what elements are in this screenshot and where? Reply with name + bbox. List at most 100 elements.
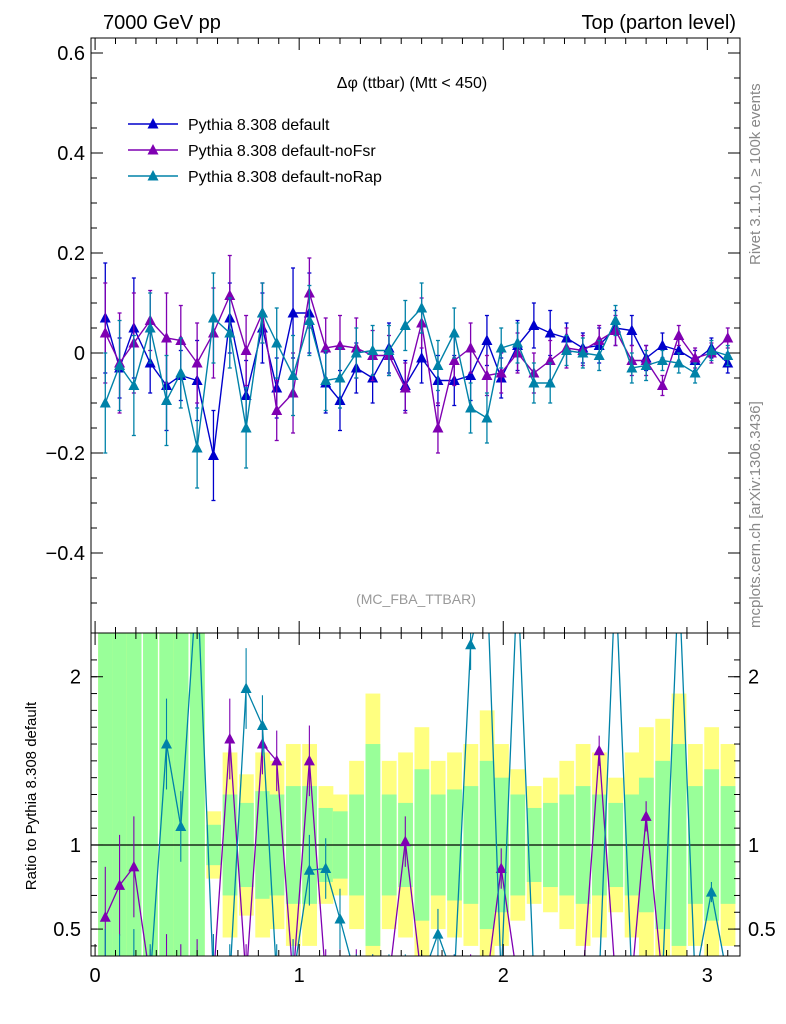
data-point: [320, 374, 332, 385]
ratio-point: [432, 928, 444, 939]
data-point: [271, 404, 283, 415]
ratio-point: [240, 682, 252, 694]
data-point: [656, 339, 668, 350]
ratio-y-tick-label-left: 0.5: [53, 919, 81, 941]
data-point: [673, 344, 685, 355]
data-point: [334, 372, 346, 383]
data-point: [320, 342, 332, 353]
series-line: [104, 312, 729, 456]
legend-marker: [147, 170, 159, 181]
main-y-tick-label: 0.4: [57, 143, 85, 165]
data-point: [448, 327, 460, 338]
data-point: [722, 332, 734, 343]
data-point: [465, 402, 477, 413]
ratio-point: [334, 912, 346, 924]
ratio-point: [271, 754, 283, 766]
data-point: [114, 359, 126, 370]
series-0: [99, 262, 734, 502]
x-tick-label: 2: [498, 965, 509, 987]
band-green: [159, 633, 175, 956]
ratio-point: [99, 911, 111, 922]
data-point: [465, 342, 477, 353]
ratio-point: [224, 732, 236, 744]
legend-entry: Pythia 8.308 default-noRap: [188, 169, 382, 186]
data-point: [528, 319, 540, 330]
ratio-point: [114, 879, 126, 890]
main-y-tick-label: 0.6: [57, 43, 85, 65]
band-green: [98, 633, 113, 956]
data-point: [640, 359, 652, 370]
data-point: [161, 394, 173, 405]
data-point: [191, 357, 203, 368]
data-point: [481, 369, 493, 380]
data-point: [544, 327, 556, 338]
ratio-point: [495, 862, 507, 874]
data-point: [626, 324, 638, 335]
ratio-point: [320, 862, 332, 874]
uncertainty-bands: [98, 633, 736, 956]
data-point: [99, 397, 111, 408]
x-tick-label: 3: [702, 965, 713, 987]
main-y-tick-label: −0.4: [46, 543, 85, 565]
ratio-y-tick-label-right: 2: [748, 667, 759, 689]
data-point: [207, 312, 219, 323]
rivet-version-label: Rivet 3.1.10, ≥ 100k events: [747, 83, 764, 265]
ratio-point: [640, 810, 652, 821]
legend-entry: Pythia 8.308 default: [188, 117, 330, 134]
ratio-series-group: [99, 633, 725, 956]
data-point: [610, 314, 622, 325]
ratio-y-tick-label-right: 1: [748, 835, 759, 857]
data-point: [350, 347, 362, 358]
ratio-point: [303, 864, 315, 875]
data-point: [656, 354, 668, 365]
data-point: [512, 337, 524, 348]
legend-marker: [147, 118, 159, 129]
ratio-point: [175, 820, 187, 831]
data-point: [465, 369, 477, 380]
data-point: [481, 412, 493, 423]
data-point: [722, 349, 734, 360]
ratio-y-tick-label-right: 0.5: [748, 919, 776, 941]
ratio-y-tick-label-left: 2: [70, 667, 81, 689]
legend-entry: Pythia 8.308 default-noFsr: [188, 143, 376, 160]
main-plot-panel: −0.4 −0.2 0 0.2 0.4 0.6 Δφ (ttbar) (Mtt < 450)…: [46, 37, 741, 634]
data-point: [416, 352, 428, 363]
data-point: [399, 319, 411, 330]
ratio-series-1: [104, 633, 725, 956]
ratio-point: [399, 835, 411, 847]
data-point: [240, 422, 252, 433]
data-point: [144, 322, 156, 333]
data-point: [561, 344, 573, 355]
ratio-point: [465, 638, 477, 650]
data-point: [544, 377, 556, 388]
data-point: [689, 352, 701, 363]
data-point: [432, 422, 444, 433]
ratio-line: [151, 633, 725, 956]
data-point: [544, 354, 556, 365]
ratio-point: [303, 754, 315, 766]
mcplots-label: mcplots.cern.ch [arXiv:1306.3436]: [747, 401, 764, 628]
data-point: [256, 307, 268, 318]
main-plot-title: Δφ (ttbar) (Mtt < 450): [337, 75, 487, 92]
data-point: [128, 379, 140, 390]
data-point: [656, 379, 668, 390]
data-point: [287, 369, 299, 380]
data-point: [416, 302, 428, 313]
data-point: [207, 449, 219, 460]
main-y-tick-label: −0.2: [46, 443, 85, 465]
ratio-point: [161, 738, 173, 749]
data-point: [673, 357, 685, 368]
data-point: [673, 329, 685, 340]
analysis-label: (MC_FBA_TTBAR): [356, 591, 476, 607]
data-point: [175, 367, 187, 378]
data-point: [399, 382, 411, 393]
ratio-y-tick-label-left: 1: [70, 835, 81, 857]
data-point: [593, 334, 605, 345]
main-y-tick-label: 0: [74, 343, 85, 365]
x-tick-label: 0: [90, 965, 101, 987]
data-point: [448, 354, 460, 365]
data-point: [528, 377, 540, 388]
data-point: [99, 327, 111, 338]
x-tick-label: 1: [294, 965, 305, 987]
